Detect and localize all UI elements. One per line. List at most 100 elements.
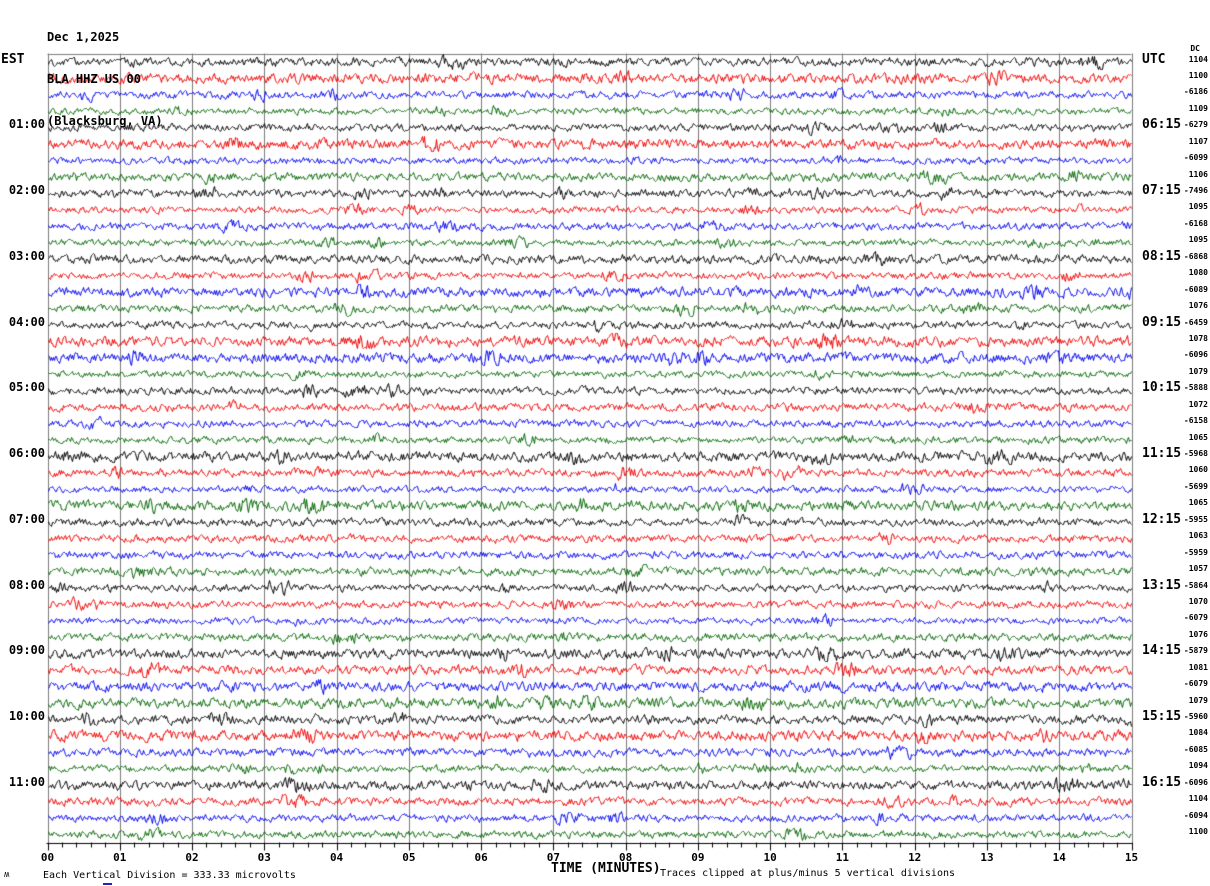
dc-value: 1109 [1188,103,1208,113]
minute-tick-label: 04 [329,851,344,864]
dc-value: -6186 [1183,87,1208,97]
right-timezone-label: UTC [1142,52,1166,67]
dc-value: -5968 [1183,449,1208,458]
dc-value: 1104 [1188,54,1208,64]
dc-value: -5864 [1183,580,1208,590]
dc-value: 1065 [1188,498,1208,508]
est-hour-label: 02:00 [8,183,45,197]
header-location: (Blacksburg, VA) [47,114,163,128]
dc-value: 1107 [1188,136,1208,146]
dc-value: -5879 [1183,646,1208,656]
utc-time-label: 15:15 [1142,709,1182,724]
header-station: BLA HHZ US 00 [47,72,141,86]
minute-tick-label: 15 [1124,851,1139,864]
minute-tick-label: 14 [1052,851,1066,864]
clip-note: Traces clipped at plus/minus 5 vertical … [660,868,956,879]
left-timezone-label: EST [1,52,25,67]
est-hour-label: 06:00 [8,446,45,460]
utc-time-label: 16:15 [1142,774,1182,790]
dc-value: 1095 [1188,202,1208,212]
utc-time-label: 09:15 [1142,314,1182,330]
dc-value: -5699 [1183,481,1208,491]
dc-value: 1060 [1188,465,1208,475]
minute-tick-label: 00 [40,851,55,864]
minute-tick-label: 12 [908,851,922,864]
dc-value: -6079 [1183,679,1208,689]
dc-value: 1100 [1188,827,1208,837]
dc-value: -5955 [1183,514,1208,524]
dc-column-header: DC [1190,44,1200,53]
minute-tick-label: 07 [546,851,560,864]
dc-value: 1104 [1188,794,1208,804]
minute-tick-label: 05 [402,851,416,864]
dc-value: 1095 [1188,235,1208,245]
est-hour-label: 10:00 [8,709,45,723]
dc-value: 1070 [1188,596,1208,606]
minute-tick-label: 01 [113,851,127,864]
dc-value: -6459 [1183,317,1208,327]
dc-value: -6099 [1183,153,1208,163]
dc-value: -6279 [1183,120,1208,130]
dc-value: -6168 [1183,218,1208,228]
est-hour-label: 05:00 [8,380,45,395]
utc-time-label: 08:15 [1142,248,1182,264]
dc-value: -5959 [1183,547,1208,557]
dc-value: 1076 [1188,629,1208,639]
utc-time-label: 13:15 [1142,577,1182,593]
dc-value: 1080 [1188,268,1208,278]
dc-value: 1065 [1188,432,1208,442]
dc-value: -6094 [1183,810,1208,820]
minute-tick-label: 03 [257,851,271,864]
dc-value: -6868 [1183,251,1208,261]
utc-time-label: 14:15 [1142,643,1182,659]
dc-value: 1079 [1188,695,1208,705]
dc-value: -7496 [1183,186,1208,195]
utc-time-label: 10:15 [1142,380,1182,396]
utc-time-label: 11:15 [1142,446,1182,461]
minute-tick-label: 06 [474,851,488,864]
dc-value: 1106 [1188,169,1208,179]
minute-tick-label: 11 [835,851,850,864]
est-hour-label: 08:00 [8,577,45,592]
dc-value: 1078 [1188,333,1208,343]
utc-time-label: 06:15 [1142,117,1182,133]
scale-note: Each Vertical Division = 333.33 microvol… [43,870,296,881]
squiggle-glyph: ʍ [4,870,10,880]
est-hour-label: 07:00 [8,511,45,526]
x-axis-title: TIME (MINUTES) [551,861,661,876]
dc-value: 1100 [1188,70,1208,80]
dc-value: 1076 [1188,301,1208,311]
est-hour-label: 04:00 [8,314,45,329]
minute-tick-label: 09 [691,851,705,864]
minute-tick-label: 13 [980,851,994,864]
minute-tick-label: 10 [763,851,777,864]
utc-time-label: 07:15 [1142,183,1182,198]
dc-value: 1094 [1188,761,1208,771]
utc-time-label: 12:15 [1142,511,1182,527]
plot-header: Dec 1,2025 BLA HHZ US 00 (Blacksburg, VA… [47,2,163,156]
minute-tick-label: 02 [185,851,199,864]
dc-value: 1079 [1188,366,1208,376]
dc-value: -6158 [1183,416,1208,426]
est-hour-label: 11:00 [8,774,45,789]
footer-underline-mark [103,883,112,885]
est-hour-label: 01:00 [8,117,45,132]
minute-tick-label: 08 [619,851,633,864]
dc-value: -6079 [1183,613,1208,623]
est-hour-label: 03:00 [8,248,45,263]
dc-value: -5960 [1183,712,1208,721]
dc-value: 1072 [1188,399,1208,409]
dc-value: 1081 [1188,662,1208,672]
dc-value: -6096 [1183,777,1208,787]
dc-value: -5888 [1183,383,1208,393]
dc-value: -6089 [1183,284,1208,294]
dc-value: -6085 [1183,744,1208,754]
dc-value: 1057 [1188,564,1208,574]
dc-value: -6096 [1183,350,1208,360]
dc-value: 1084 [1188,728,1208,738]
header-date: Dec 1,2025 [47,30,120,44]
dc-value: 1063 [1188,531,1208,541]
est-hour-label: 09:00 [8,643,45,658]
